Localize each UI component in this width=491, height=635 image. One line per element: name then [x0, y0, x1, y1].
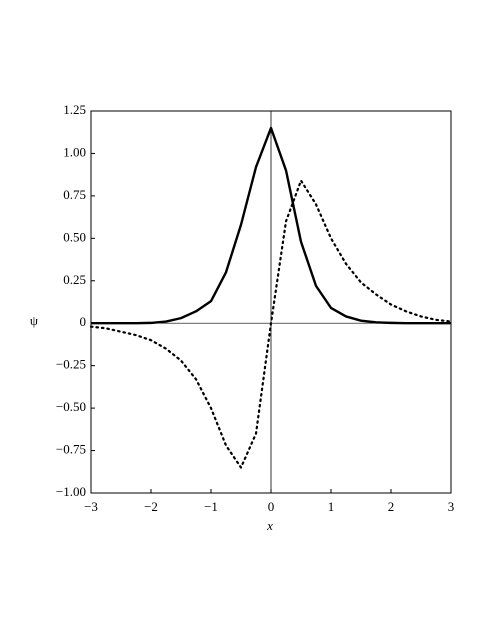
y-tick-label: 1.25 [63, 102, 86, 117]
y-tick-label: 0.50 [63, 229, 86, 244]
x-tick-label: 0 [268, 499, 275, 514]
x-tick-label: −1 [204, 499, 218, 514]
y-axis-label: ψ [30, 313, 38, 328]
series-line [89, 179, 453, 469]
y-tick-label: 0.75 [63, 187, 86, 202]
series-line [91, 126, 451, 325]
y-tick-label: −0.50 [56, 399, 86, 414]
x-tick-label: 1 [328, 499, 335, 514]
x-tick-label: 3 [448, 499, 455, 514]
x-axis-label: x [266, 518, 273, 533]
y-tick-label: −0.75 [56, 442, 86, 457]
x-tick-label: 2 [388, 499, 395, 514]
x-tick-label: −2 [144, 499, 158, 514]
y-tick-label: 0 [80, 314, 87, 329]
y-tick-label: −0.25 [56, 357, 86, 372]
y-tick-label: −1.00 [56, 484, 86, 499]
y-tick-label: 0.25 [63, 272, 86, 287]
y-tick-label: 1.00 [63, 144, 86, 159]
x-tick-label: −3 [84, 499, 98, 514]
